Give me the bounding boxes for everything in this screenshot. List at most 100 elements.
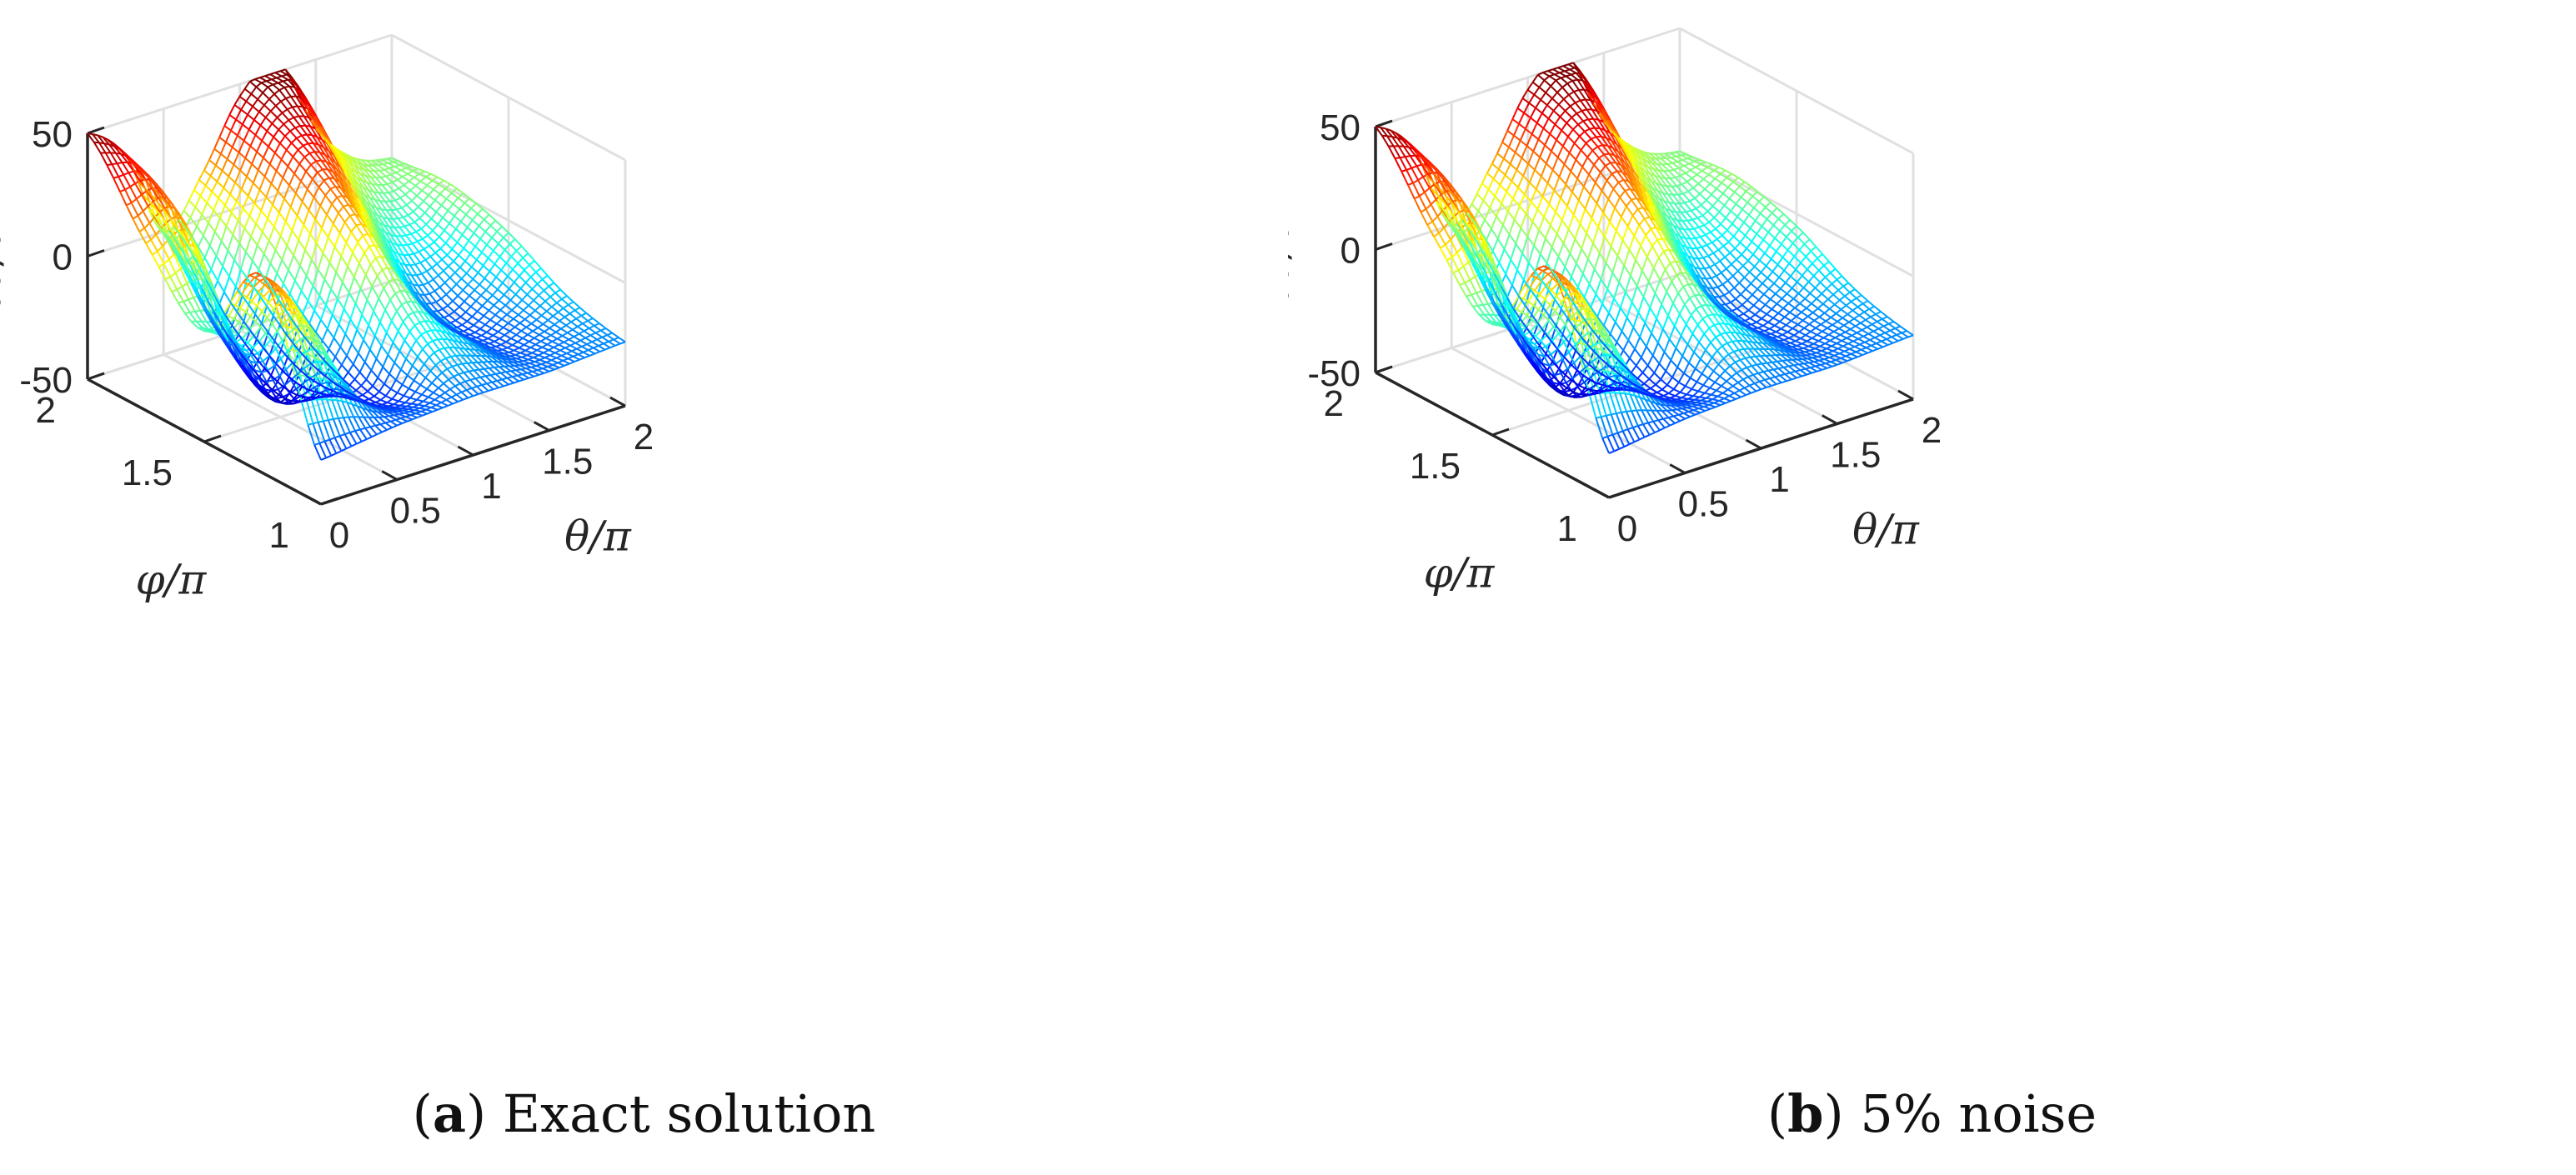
- theta-tick-label: 1: [1769, 459, 1789, 500]
- mesh-segment: [336, 282, 343, 299]
- mesh-segment: [232, 321, 240, 332]
- mesh-segment: [182, 228, 191, 245]
- mesh-segment: [287, 78, 296, 88]
- mesh-segment: [278, 128, 286, 138]
- mesh-segment: [375, 408, 383, 413]
- mesh-segment: [381, 269, 390, 282]
- mesh-segment: [241, 293, 248, 298]
- mesh-segment: [436, 262, 444, 272]
- mesh-segment: [430, 329, 439, 340]
- mesh-segment: [280, 401, 288, 405]
- mesh-segment: [366, 182, 374, 192]
- mesh-segment: [544, 296, 551, 302]
- mesh-segment: [477, 265, 484, 273]
- mesh-segment: [493, 352, 501, 358]
- mesh-segment: [408, 408, 415, 412]
- mesh-segment: [419, 384, 428, 390]
- mesh-segment: [469, 295, 477, 302]
- mesh-segment: [301, 385, 309, 391]
- mesh-segment: [1557, 98, 1565, 106]
- mesh-segment: [403, 214, 408, 218]
- mesh-segment: [258, 169, 266, 178]
- mesh-segment: [461, 320, 468, 326]
- mesh-segment: [544, 331, 552, 337]
- mesh-segment: [423, 212, 433, 220]
- mesh-segment: [334, 356, 343, 366]
- mesh-segment: [327, 222, 334, 238]
- mesh-segment: [235, 118, 243, 126]
- mesh-segment: [230, 200, 238, 213]
- mesh-segment: [277, 190, 285, 199]
- mesh-segment: [442, 304, 449, 310]
- mesh-segment: [500, 269, 509, 278]
- mesh-segment: [499, 366, 507, 373]
- mesh-segment: [454, 382, 461, 388]
- mesh-segment: [339, 383, 348, 389]
- mesh-segment: [482, 264, 491, 272]
- phi-tick-label: 1: [269, 515, 289, 556]
- mesh-segment: [163, 196, 171, 208]
- mesh-segment: [163, 258, 170, 265]
- mesh-segment: [199, 185, 207, 197]
- mesh-segment: [422, 342, 428, 350]
- mesh-segment: [413, 371, 420, 382]
- mesh-segment: [253, 373, 261, 381]
- mesh-segment: [293, 117, 301, 127]
- mesh-segment: [158, 227, 166, 238]
- mesh-segment: [535, 365, 544, 370]
- mesh-segment: [176, 227, 185, 238]
- mesh-segment: [1530, 188, 1537, 202]
- mesh-segment: [193, 189, 202, 197]
- mesh-segment: [269, 73, 278, 79]
- mesh-segment: [502, 361, 510, 368]
- mesh-segment: [1522, 163, 1530, 177]
- mesh-segment: [1532, 138, 1540, 152]
- mesh-segment: [323, 354, 333, 363]
- mesh-segment: [346, 388, 354, 394]
- mesh-segment: [556, 298, 563, 304]
- mesh-segment: [581, 346, 589, 351]
- mesh-segment: [354, 171, 363, 182]
- mesh-segment: [432, 278, 441, 288]
- mesh-segment: [174, 268, 182, 274]
- mesh-segment: [347, 372, 356, 380]
- mesh-segment: [353, 198, 362, 213]
- mesh-segment: [578, 353, 585, 359]
- phi-tick-label: 1.5: [122, 452, 173, 493]
- mesh-segment: [338, 181, 347, 192]
- mesh-segment: [430, 211, 438, 219]
- mesh-segment: [233, 259, 242, 270]
- mesh-segment: [298, 249, 306, 267]
- caption-a: (a) Exact solution: [412, 1083, 876, 1144]
- mesh-segment: [431, 179, 439, 186]
- mesh-segment: [270, 182, 278, 192]
- mesh-segment: [283, 123, 291, 132]
- mesh-segment: [451, 248, 459, 256]
- mesh-segment: [471, 212, 479, 221]
- mesh-segment: [164, 278, 173, 292]
- mesh-segment: [218, 187, 225, 199]
- mesh-segment: [308, 104, 318, 118]
- mesh-segment: [174, 238, 183, 251]
- mesh-segment: [303, 115, 312, 128]
- mesh-segment: [518, 361, 525, 366]
- mesh-segment: [301, 201, 310, 211]
- mesh-segment: [384, 388, 392, 397]
- mesh-segment: [1518, 112, 1526, 125]
- mesh-segment: [245, 360, 254, 370]
- mesh-segment: [294, 127, 303, 137]
- mesh-segment: [190, 321, 198, 328]
- mesh-segment: [466, 226, 475, 234]
- mesh-segment: [273, 302, 281, 310]
- mesh-segment: [428, 188, 434, 196]
- mesh-segment: [262, 355, 270, 362]
- mesh-segment: [221, 336, 229, 347]
- mesh-segment: [318, 279, 326, 297]
- mesh-segment: [582, 320, 589, 325]
- mesh-segment: [292, 149, 299, 158]
- mesh-segment: [426, 179, 434, 187]
- mesh-segment: [435, 204, 443, 213]
- mesh-segment: [213, 312, 222, 325]
- mesh-segment: [401, 374, 408, 386]
- mesh-segment: [357, 198, 366, 212]
